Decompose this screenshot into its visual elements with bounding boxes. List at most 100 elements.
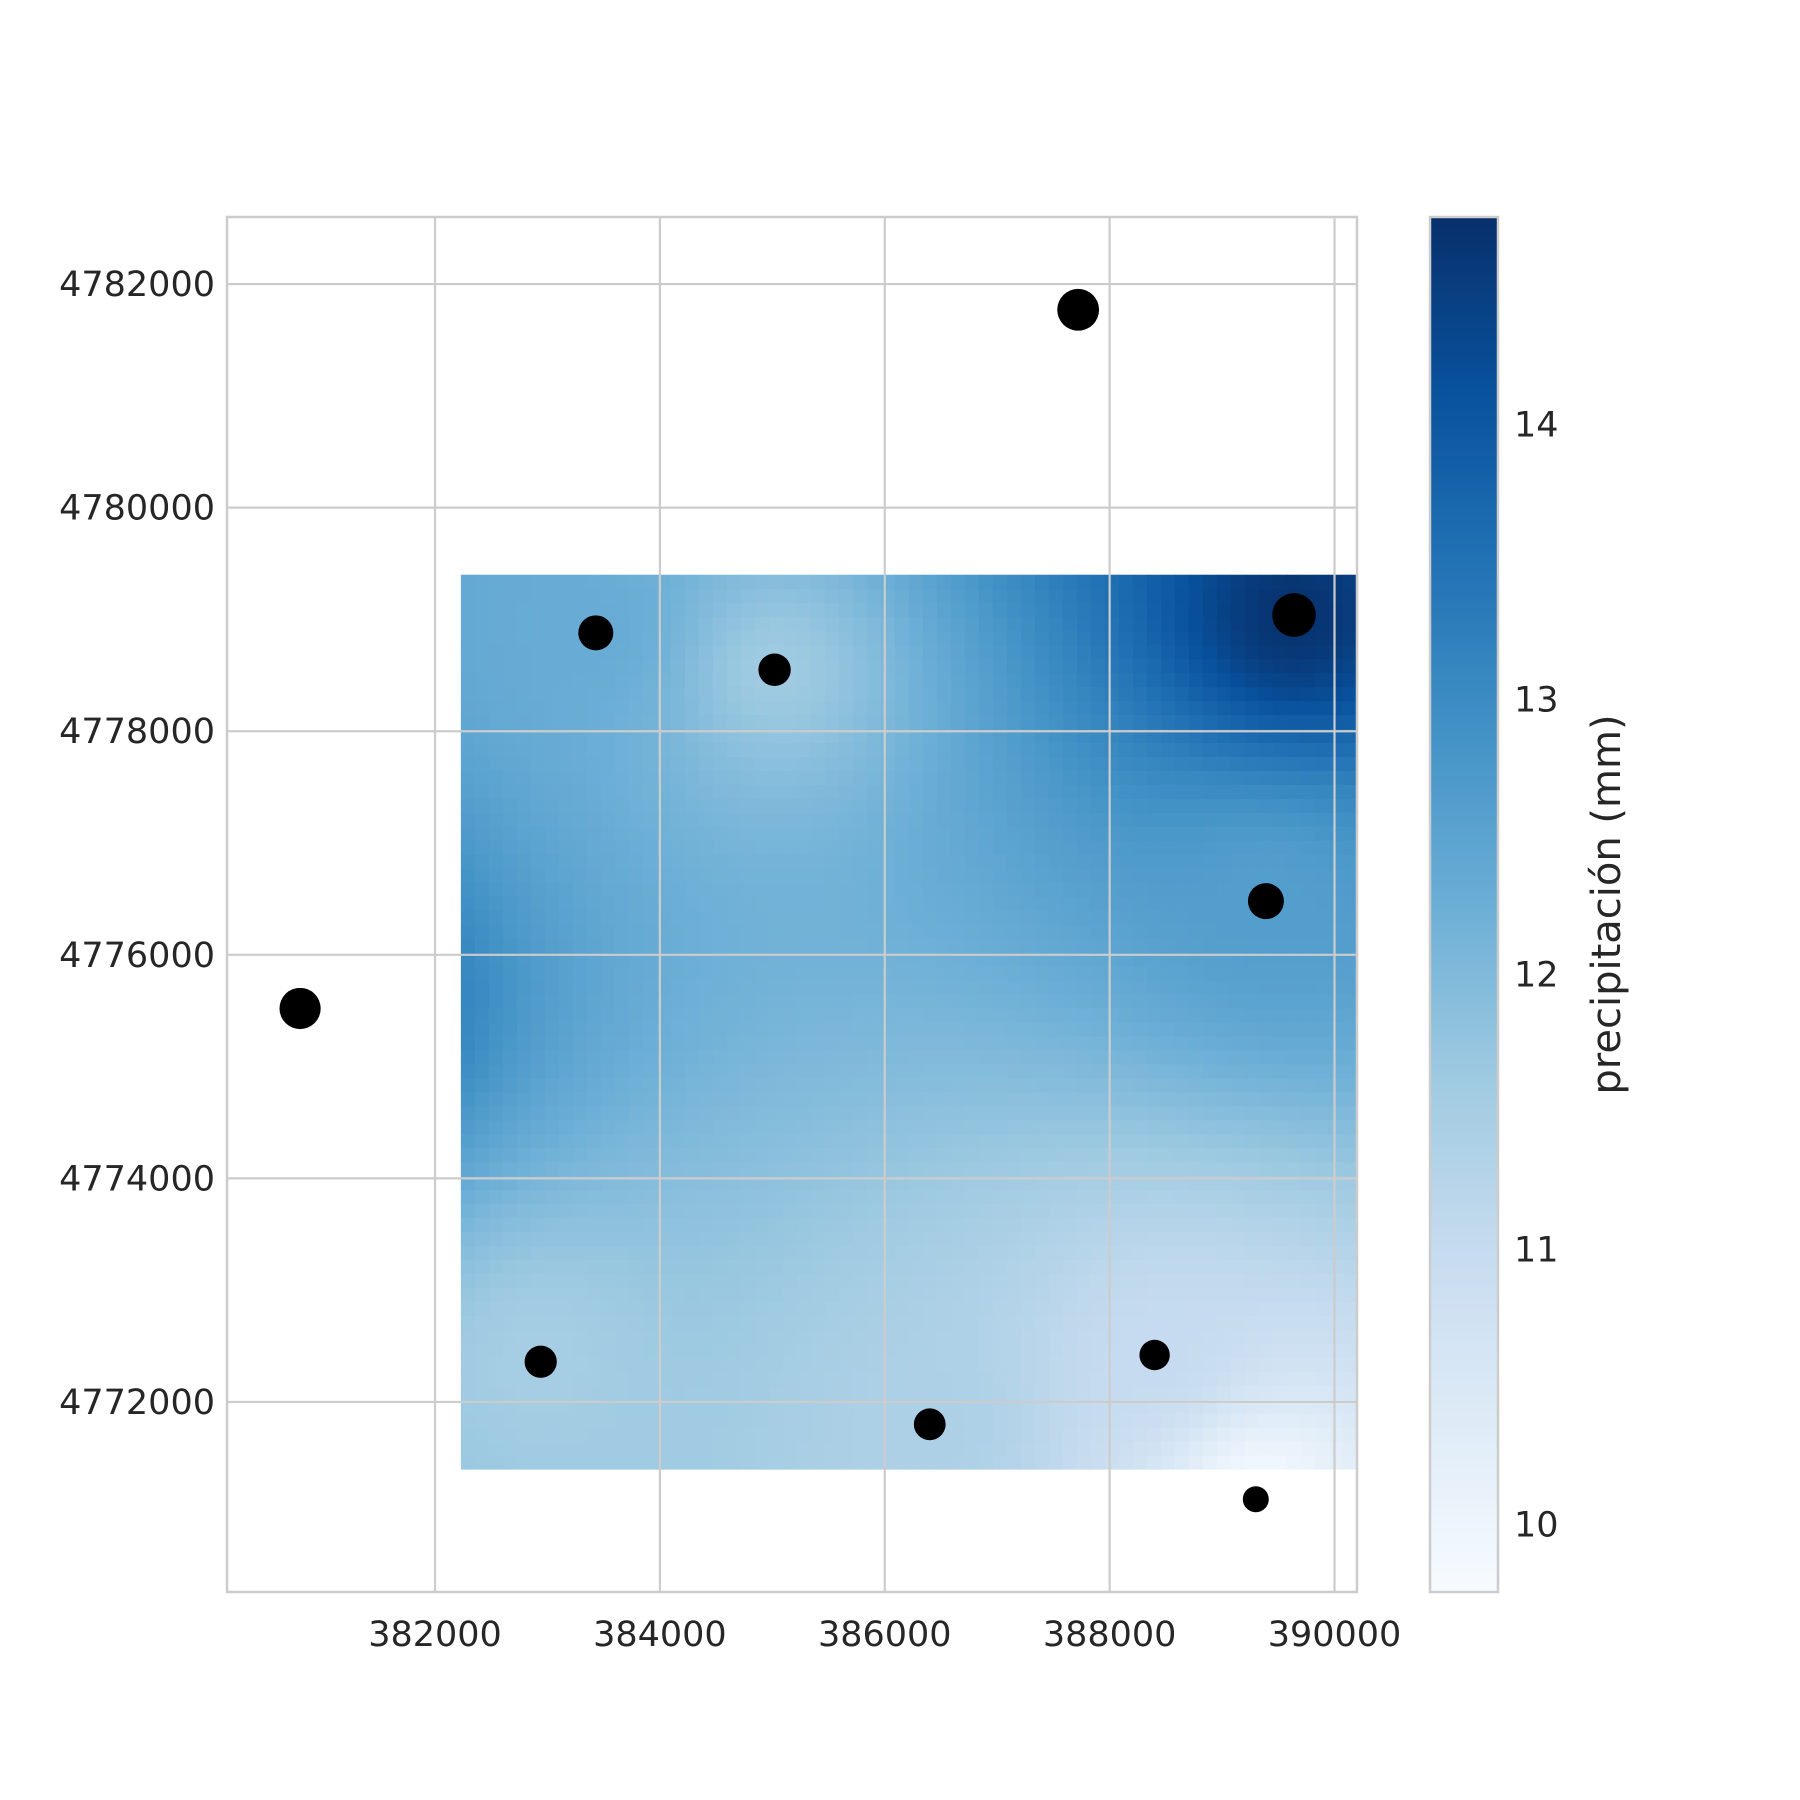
heatmap-cell [1020, 756, 1036, 771]
heatmap-cell [1258, 1035, 1274, 1051]
heatmap-cell [488, 1413, 504, 1428]
heatmap-cell [1118, 1441, 1134, 1456]
heatmap-cell [1146, 1273, 1162, 1288]
heatmap-cell [614, 1427, 630, 1442]
heatmap-cell [908, 896, 924, 911]
heatmap-cell [754, 1427, 770, 1442]
heatmap-cell [1202, 1301, 1218, 1316]
heatmap-cell [978, 1091, 994, 1107]
heatmap-cell [1286, 1455, 1302, 1470]
heatmap-cell [1006, 910, 1022, 925]
heatmap-cell [1188, 1203, 1204, 1219]
heatmap-cell [852, 854, 868, 869]
heatmap-cell [712, 798, 728, 813]
heatmap-cell [1006, 1287, 1022, 1302]
heatmap-cell [516, 742, 532, 757]
heatmap-cell [1076, 1105, 1092, 1121]
heatmap-cell [936, 979, 952, 995]
heatmap-cell [950, 1091, 966, 1107]
heatmap-cell [1343, 1329, 1357, 1344]
heatmap-cell [726, 812, 742, 827]
heatmap-cell [670, 658, 686, 674]
heatmap-cell [530, 882, 546, 897]
heatmap-cell [824, 672, 840, 688]
heatmap-cell [1329, 1343, 1344, 1358]
heatmap-cell [1329, 1035, 1344, 1051]
heatmap-cell [950, 672, 966, 688]
heatmap-cell [852, 924, 868, 939]
heatmap-cell [502, 1329, 518, 1344]
heatmap-cell [838, 1357, 854, 1372]
heatmap-cell [1216, 602, 1232, 618]
heatmap-cell [698, 630, 714, 646]
heatmap-cell [852, 672, 868, 688]
heatmap-cell [880, 1063, 896, 1079]
heatmap-cell [460, 602, 476, 618]
heatmap-cell [1244, 1259, 1260, 1274]
heatmap-cell [698, 644, 714, 660]
heatmap-cell [1300, 798, 1316, 813]
heatmap-cell [1188, 1427, 1204, 1442]
heatmap-cell [600, 1301, 616, 1316]
heatmap-cell [460, 1385, 476, 1400]
heatmap-cell [880, 1357, 896, 1372]
heatmap-cell [754, 826, 770, 841]
heatmap-cell [600, 1161, 616, 1177]
heatmap-cell [754, 798, 770, 813]
heatmap-cell [1034, 1133, 1050, 1149]
heatmap-cell [1230, 882, 1246, 897]
station-marker [1139, 1339, 1170, 1371]
heatmap-cell [712, 1007, 728, 1023]
heatmap-cell [1076, 1357, 1092, 1372]
heatmap-cell [1272, 826, 1288, 841]
heatmap-cell [684, 1343, 700, 1358]
heatmap-cell [1244, 938, 1260, 953]
heatmap-cell [964, 714, 980, 730]
heatmap-cell [1314, 644, 1330, 660]
heatmap-cell [474, 1021, 490, 1037]
heatmap-cell [460, 965, 476, 981]
heatmap-cell [1286, 924, 1302, 939]
heatmap-cell [908, 1301, 924, 1316]
heatmap-cell [530, 1455, 546, 1470]
heatmap-cell [1174, 1371, 1190, 1386]
heatmap-cell [1230, 672, 1246, 688]
heatmap-cell [1146, 1385, 1162, 1400]
heatmap-cell [698, 1231, 714, 1247]
heatmap-cell [782, 1189, 798, 1205]
heatmap-cell [1286, 784, 1302, 799]
heatmap-cell [1244, 1217, 1260, 1233]
heatmap-cell [614, 1007, 630, 1023]
heatmap-cell [1188, 1231, 1204, 1247]
heatmap-cell [1244, 658, 1260, 674]
heatmap-cell [964, 1217, 980, 1233]
heatmap-cell [908, 1315, 924, 1330]
heatmap-cell [908, 993, 924, 1009]
heatmap-cell [782, 1203, 798, 1219]
heatmap-cell [1258, 1119, 1274, 1135]
heatmap-cell [852, 1049, 868, 1065]
heatmap-cell [1314, 812, 1330, 827]
heatmap-cell [684, 742, 700, 757]
heatmap-cell [1062, 896, 1078, 911]
heatmap-cell [936, 1063, 952, 1079]
heatmap-cell [530, 924, 546, 939]
heatmap-cell [1006, 1301, 1022, 1316]
heatmap-cell [1062, 770, 1078, 785]
heatmap-cell [572, 588, 588, 604]
heatmap-cell [1062, 1203, 1078, 1219]
heatmap-cell [642, 1189, 658, 1205]
heatmap-cell [1202, 812, 1218, 827]
heatmap-cell [586, 1147, 602, 1163]
heatmap-cell [754, 1245, 770, 1261]
heatmap-cell [1174, 756, 1190, 771]
heatmap-cell [1118, 1287, 1134, 1302]
heatmap-cell [1343, 1217, 1357, 1233]
heatmap-cell [1230, 1245, 1246, 1261]
heatmap-cell [1146, 742, 1162, 757]
heatmap-cell [1062, 798, 1078, 813]
heatmap-cell [908, 756, 924, 771]
heatmap-cell [824, 1119, 840, 1135]
heatmap-cell [502, 672, 518, 688]
heatmap-cell [978, 588, 994, 604]
